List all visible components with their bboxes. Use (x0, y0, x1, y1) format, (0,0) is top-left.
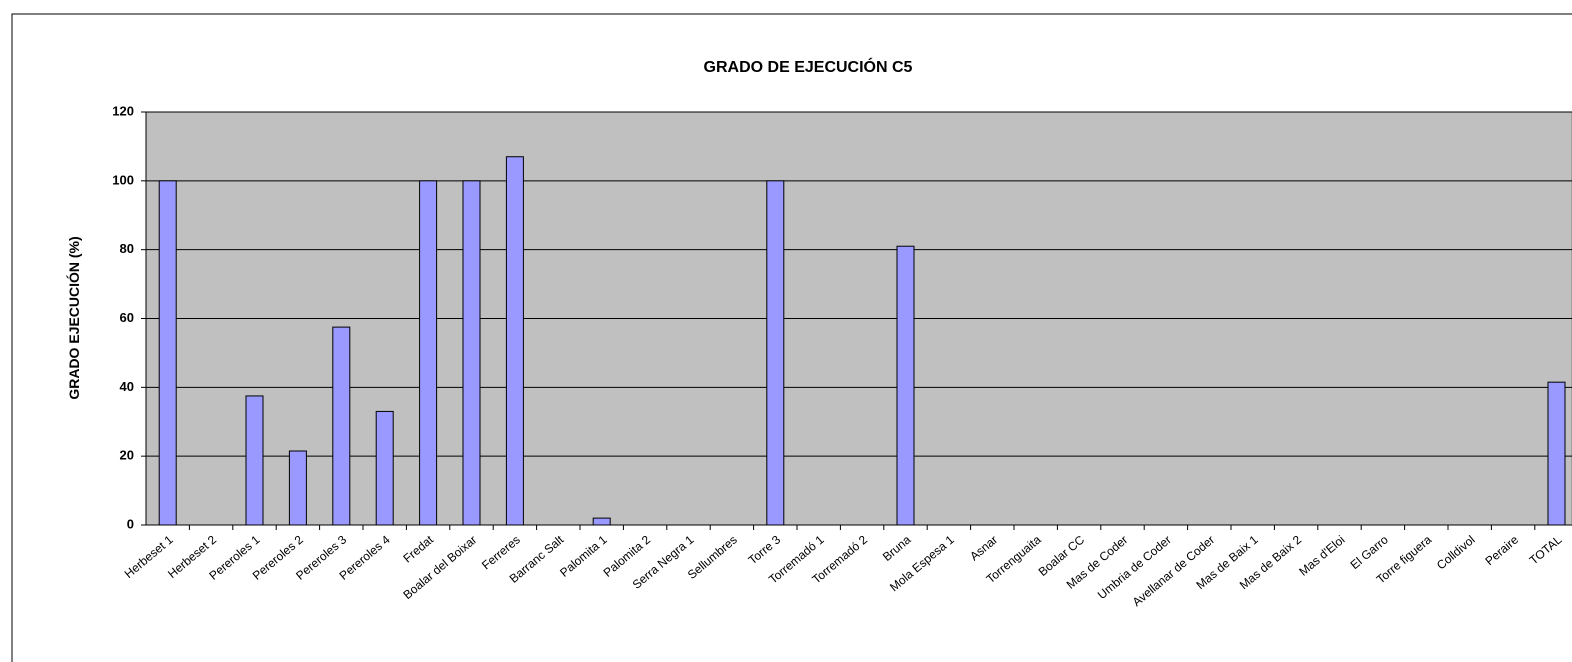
bar (245, 395, 264, 526)
y-tick-label: 40 (120, 379, 134, 394)
y-tick-label: 80 (120, 241, 134, 256)
bar (896, 245, 915, 526)
bar (766, 180, 785, 526)
bar (158, 180, 177, 526)
y-tick-label: 120 (112, 103, 134, 118)
y-tick-label: 20 (120, 448, 134, 463)
y-tick-label: 60 (120, 310, 134, 325)
bar (288, 450, 307, 526)
bar (462, 180, 481, 526)
y-tick-label: 0 (127, 516, 134, 531)
bar (592, 517, 611, 526)
bar (332, 326, 351, 526)
bar (375, 410, 394, 526)
bar (505, 156, 524, 526)
y-tick-label: 100 (112, 172, 134, 187)
y-axis-label: GRADO EJECUCIÓN (%) (65, 236, 82, 399)
bar (419, 180, 438, 526)
bar (1547, 381, 1566, 526)
chart-title: GRADO DE EJECUCIÓN C5 (704, 57, 913, 76)
